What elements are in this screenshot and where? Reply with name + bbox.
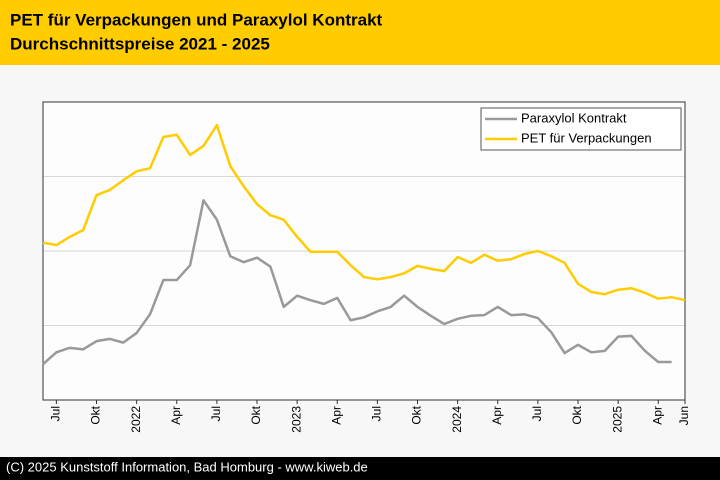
x-tick-label: 2022 — [129, 406, 143, 433]
x-tick-label: 2023 — [289, 406, 303, 433]
source: (C) 2025 Kunststoff Information, Bad Hom… — [6, 459, 368, 474]
x-tick-label: Jul — [49, 406, 63, 421]
x-tick-label: Jul — [209, 406, 223, 421]
x-tick-label: Apr — [650, 406, 664, 425]
line-series — [42, 123, 686, 302]
chart-title: PET für Verpackungen und Paraxylol Kontr… — [10, 10, 383, 29]
legend-box — [480, 107, 682, 151]
x-tick-label: Okt — [570, 405, 584, 424]
x-tick-label: Jul — [370, 406, 384, 421]
line-series — [42, 199, 672, 366]
footer — [0, 457, 720, 480]
x-tick-label: Okt — [89, 405, 103, 424]
x-tick-label: Jul — [530, 406, 544, 421]
plot-border — [42, 101, 686, 401]
x-tick-label: Apr — [169, 406, 183, 425]
x-tick-label: Okt — [410, 405, 424, 424]
x-tick-label: Apr — [329, 406, 343, 425]
header — [0, 0, 720, 65]
chart-subtitle: Durchschnittspreise 2021 - 2025 — [10, 34, 270, 53]
x-tick-label: Jun — [677, 406, 691, 425]
legend-label: Paraxylol Kontrakt — [521, 110, 627, 125]
x-tick-label: 2025 — [610, 406, 624, 433]
x-tick-label: 2024 — [450, 406, 464, 433]
x-tick-label: Okt — [249, 405, 263, 424]
x-tick-label: Apr — [490, 406, 504, 425]
legend-label: PET für Verpackungen — [521, 130, 652, 145]
